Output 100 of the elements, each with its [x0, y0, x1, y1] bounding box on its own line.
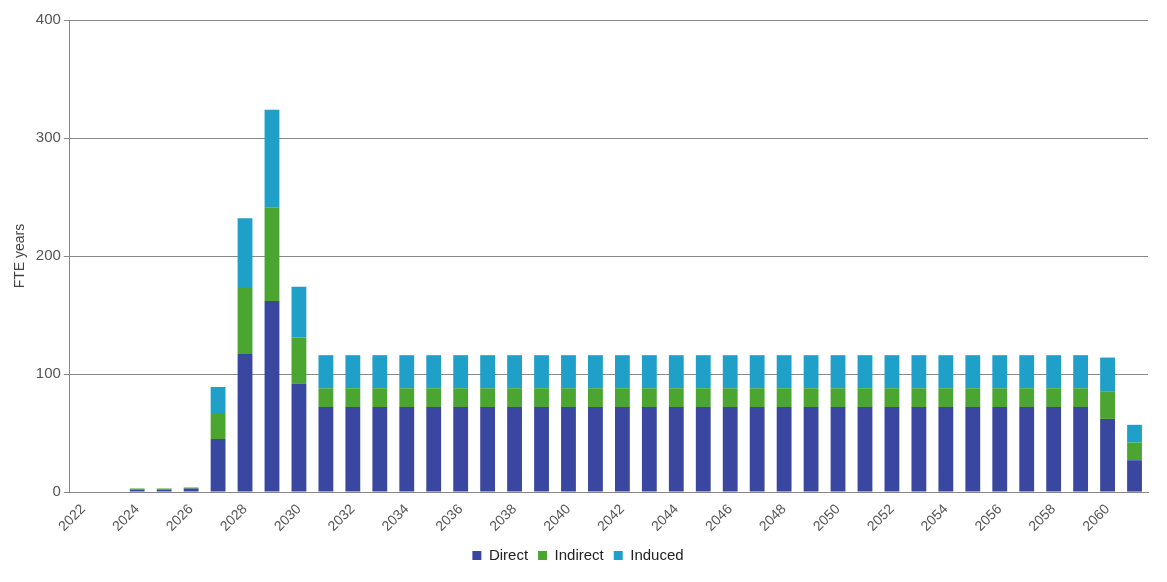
legend-label: Direct: [488, 545, 529, 563]
bar: [695, 355, 711, 389]
bar: [1127, 460, 1142, 492]
bar: [480, 355, 496, 389]
bar: [345, 388, 361, 408]
bar: [480, 388, 496, 408]
bar: [668, 388, 684, 408]
bar: [534, 407, 549, 492]
bar: [830, 355, 846, 389]
bar: [426, 388, 442, 408]
bar: [588, 388, 603, 408]
bar: [507, 355, 522, 389]
bar: [318, 355, 334, 389]
bar: [588, 355, 603, 389]
bar: [938, 407, 954, 492]
bar: [911, 407, 927, 492]
bar: [992, 388, 1008, 408]
bar: [722, 355, 738, 389]
bar: [803, 388, 819, 408]
bar: [426, 355, 442, 389]
y-tick-label: 300: [35, 128, 61, 146]
bar: [534, 355, 549, 389]
bar: [776, 407, 792, 492]
bar: [453, 407, 469, 492]
bar: [1019, 355, 1035, 389]
bar: [641, 407, 657, 492]
bar: [965, 355, 981, 389]
bar: [399, 388, 415, 408]
bar: [1046, 388, 1062, 408]
bar: [830, 388, 846, 408]
y-axis-title: FTE years: [11, 223, 28, 289]
bar: [1127, 424, 1142, 443]
bar: [938, 388, 954, 408]
bar: [668, 407, 684, 492]
bar: [857, 355, 873, 389]
bar: [749, 355, 765, 389]
bar: [857, 407, 873, 492]
bar: [561, 355, 576, 389]
bar: [614, 388, 630, 408]
bar: [1019, 407, 1035, 492]
bar: [291, 337, 307, 384]
bar: [614, 355, 630, 389]
bar: [291, 286, 307, 338]
bar: [965, 388, 981, 408]
bar: [264, 207, 280, 301]
bar: [992, 407, 1008, 492]
bar: [1019, 388, 1035, 408]
bar: [561, 388, 576, 408]
bar: [264, 109, 280, 208]
bar: [857, 388, 873, 408]
bar: [695, 388, 711, 408]
bar: [938, 355, 954, 389]
bar: [453, 355, 469, 389]
bar: [372, 355, 388, 389]
bar: [1073, 407, 1089, 492]
y-tick-label: 0: [52, 482, 61, 500]
bar: [426, 407, 442, 492]
bar: [776, 388, 792, 408]
bar: [884, 355, 900, 389]
bar: [1046, 407, 1062, 492]
bar: [399, 355, 415, 389]
y-tick-label: 400: [35, 10, 61, 28]
bar: [1100, 418, 1115, 492]
bar: [534, 388, 549, 408]
bar: [1100, 391, 1115, 419]
bar: [1073, 355, 1089, 389]
bar: [884, 388, 900, 408]
bar: [1100, 357, 1115, 392]
bar: [588, 407, 603, 492]
bar: [722, 407, 738, 492]
bar: [399, 407, 415, 492]
bar: [749, 388, 765, 408]
bar: [210, 387, 226, 414]
bar: [776, 355, 792, 389]
bar: [668, 355, 684, 389]
bar: [614, 407, 630, 492]
bar: [318, 388, 334, 408]
y-tick-label: 100: [35, 364, 61, 382]
bar: [480, 407, 496, 492]
bar: [695, 407, 711, 492]
bar: [453, 388, 469, 408]
bar: [641, 388, 657, 408]
bar: [749, 407, 765, 492]
bar: [803, 407, 819, 492]
bar: [507, 407, 522, 492]
bar: [210, 413, 226, 439]
legend-label: Induced: [630, 545, 684, 563]
bar: [965, 407, 981, 492]
bar: [237, 287, 253, 355]
bar: [237, 218, 253, 288]
bar: [1127, 442, 1142, 461]
bar: [291, 383, 307, 492]
bar: [1046, 355, 1062, 389]
bar: [722, 388, 738, 408]
bar: [992, 355, 1008, 389]
bar: [507, 388, 522, 408]
bar: [830, 407, 846, 492]
bar: [372, 407, 388, 492]
legend-label: Indirect: [554, 545, 605, 563]
bar: [264, 300, 280, 492]
